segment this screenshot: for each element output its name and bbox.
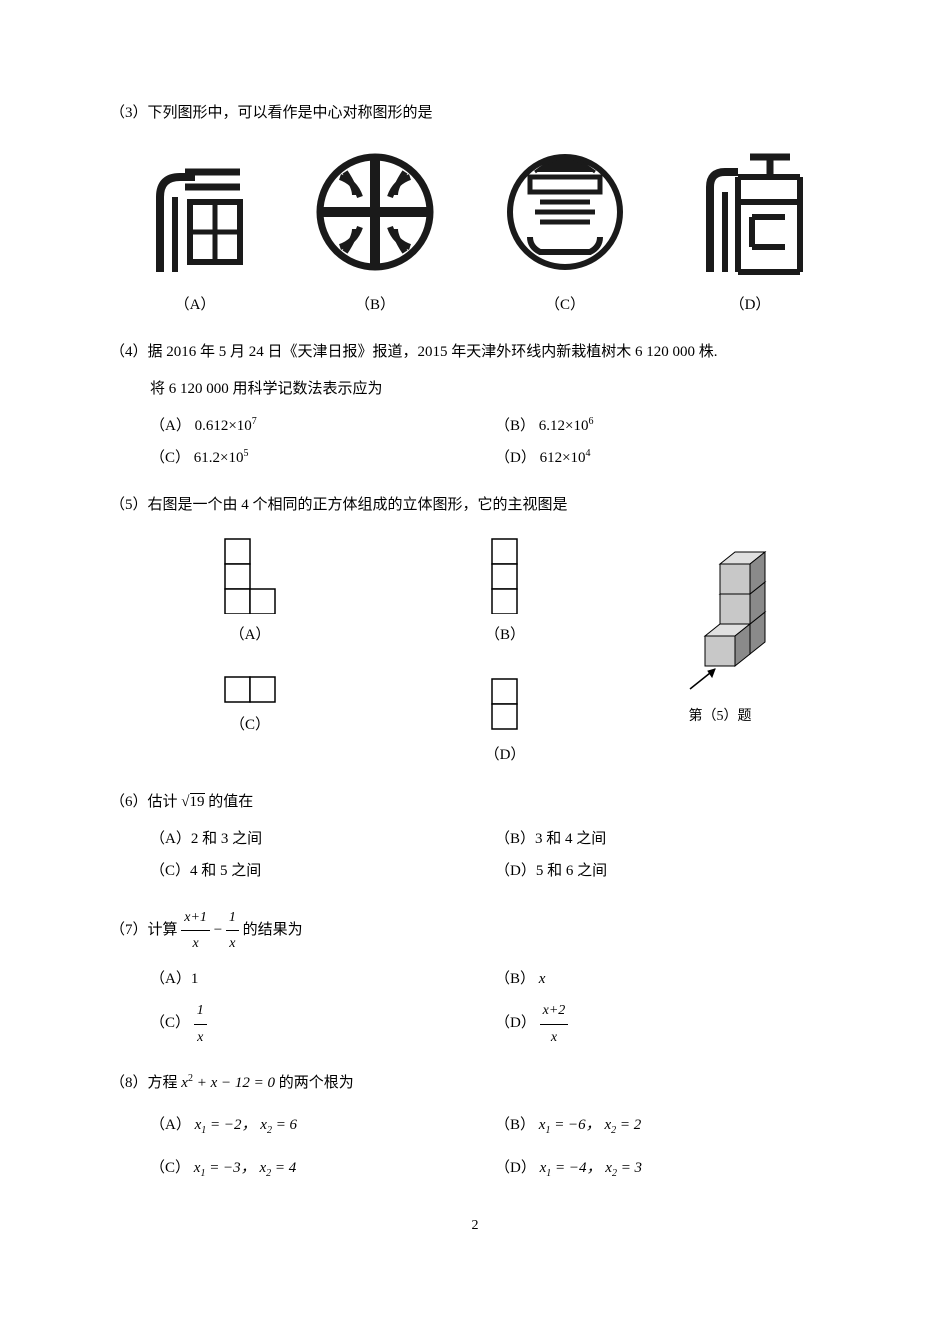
- question-6: （6）估计 √19 的值在 （A）2 和 3 之间 （B）3 和 4 之间 （C…: [110, 789, 840, 885]
- q8-optd: （D） x1 = −4， x2 = 3: [495, 1155, 840, 1183]
- symbol-a-icon: [140, 147, 250, 277]
- q5-label-b: （B）: [485, 622, 525, 649]
- q5-shape-d-icon: [485, 674, 525, 734]
- q4-row1: （A） 0.612×107 （B） 6.12×106: [110, 413, 840, 440]
- q7-frac2: 1 x: [226, 905, 239, 956]
- q7-row1: （A）1 （B） x: [110, 966, 840, 993]
- q6-row2: （C）4 和 5 之间 （D）5 和 6 之间: [110, 858, 840, 885]
- q7-row2: （C） 1 x （D） x+2 x: [110, 998, 840, 1049]
- page-number: 2: [110, 1213, 840, 1238]
- q5-shape-a-icon: [210, 534, 290, 614]
- question-4: （4）据 2016 年 5 月 24 日《天津日报》报道，2015 年天津外环线…: [110, 339, 840, 472]
- q5-shapes: （A） （C） （B）: [110, 534, 840, 769]
- q7-post: 的结果为: [243, 922, 303, 938]
- q5-label-d: （D）: [485, 742, 526, 769]
- q3-label-d: （D）: [730, 292, 771, 319]
- q7-optb: （B） x: [495, 966, 840, 993]
- q3-label-b: （B）: [355, 292, 395, 319]
- q3-option-b: （B）: [310, 147, 440, 319]
- q4-text2: 将 6 120 000 用科学记数法表示应为: [110, 376, 840, 403]
- q8-optc: （C） x1 = −3， x2 = 4: [150, 1155, 495, 1183]
- q7-frac2-den: x: [226, 931, 239, 956]
- q7-optd: （D） x+2 x: [495, 998, 840, 1049]
- q4-opta: （A） 0.612×107: [150, 413, 495, 440]
- q6-text: （6）估计 √19 的值在: [110, 789, 840, 816]
- q5-col-ac: （A） （C）: [110, 534, 390, 739]
- q3-label-c: （C）: [545, 292, 585, 319]
- q6-optc: （C）4 和 5 之间: [150, 858, 495, 885]
- q4-text: （4）据 2016 年 5 月 24 日《天津日报》报道，2015 年天津外环线…: [110, 339, 840, 366]
- q7-frac2-num: 1: [226, 905, 239, 931]
- question-5: （5）右图是一个由 4 个相同的正方体组成的立体图形，它的主视图是 （A） （C…: [110, 492, 840, 769]
- q8-opta: （A） x1 = −2， x2 = 6: [150, 1112, 495, 1140]
- q5-label-a: （A）: [230, 622, 271, 649]
- question-8: （8）方程 x2 + x − 12 = 0 的两个根为 （A） x1 = −2，…: [110, 1070, 840, 1183]
- q5-shape-c-icon: [220, 674, 280, 704]
- q6-opta: （A）2 和 3 之间: [150, 826, 495, 853]
- q5-cube-icon: [655, 534, 785, 694]
- q4-optb: （B） 6.12×106: [495, 413, 840, 440]
- q5-shape-b-icon: [485, 534, 525, 614]
- q7-optd-frac: x+2 x: [540, 998, 569, 1049]
- q7-text: （7）计算 x+1 x − 1 x 的结果为: [110, 905, 840, 956]
- q7-frac1-num: x+1: [181, 905, 210, 931]
- symbol-d-icon: [690, 147, 810, 277]
- q6-optb: （B）3 和 4 之间: [495, 826, 840, 853]
- q3-option-c: （C）: [500, 147, 630, 319]
- q3-symbols: （A） （B）: [110, 147, 840, 319]
- q7-frac1: x+1 x: [181, 905, 210, 956]
- q5-label-c: （C）: [230, 712, 270, 739]
- q7-opta: （A）1: [150, 966, 495, 993]
- q8-optb: （B） x1 = −6， x2 = 2: [495, 1112, 840, 1140]
- q8-row2: （C） x1 = −3， x2 = 4 （D） x1 = −4， x2 = 3: [110, 1155, 840, 1183]
- q7-pre: （7）计算: [110, 922, 181, 938]
- q8-text: （8）方程 x2 + x − 12 = 0 的两个根为: [110, 1070, 840, 1097]
- q5-col-fig: 第（5）题: [620, 534, 820, 729]
- q4-optc: （C） 61.2×105: [150, 445, 495, 472]
- q3-option-d: （D）: [690, 147, 810, 319]
- q3-option-a: （A）: [140, 147, 250, 319]
- q7-optc-frac: 1 x: [194, 998, 207, 1049]
- q4-optd: （D） 612×104: [495, 445, 840, 472]
- q3-label-a: （A）: [175, 292, 216, 319]
- q5-col-bd: （B） （D）: [390, 534, 620, 769]
- q6-optd: （D）5 和 6 之间: [495, 858, 840, 885]
- question-7: （7）计算 x+1 x − 1 x 的结果为 （A）1 （B） x （C） 1 …: [110, 905, 840, 1050]
- q7-frac1-den: x: [181, 931, 210, 956]
- q7-minus: −: [214, 922, 226, 938]
- q8-row1: （A） x1 = −2， x2 = 6 （B） x1 = −6， x2 = 2: [110, 1112, 840, 1140]
- q4-row2: （C） 61.2×105 （D） 612×104: [110, 445, 840, 472]
- q5-fig-label: 第（5）题: [689, 704, 752, 729]
- symbol-b-icon: [310, 147, 440, 277]
- q5-text: （5）右图是一个由 4 个相同的正方体组成的立体图形，它的主视图是: [110, 492, 840, 519]
- q7-optc: （C） 1 x: [150, 998, 495, 1049]
- q6-row1: （A）2 和 3 之间 （B）3 和 4 之间: [110, 826, 840, 853]
- q3-text: （3）下列图形中，可以看作是中心对称图形的是: [110, 100, 840, 127]
- question-3: （3）下列图形中，可以看作是中心对称图形的是 （A）: [110, 100, 840, 319]
- symbol-c-icon: [500, 147, 630, 277]
